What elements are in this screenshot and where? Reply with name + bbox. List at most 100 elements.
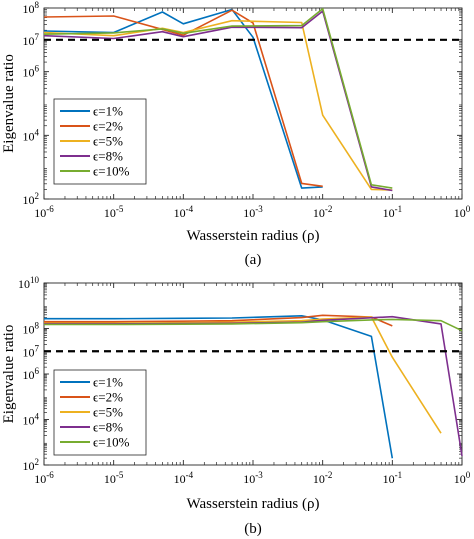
legend: ϵ=1%ϵ=2%ϵ=5%ϵ=8%ϵ=10% bbox=[53, 369, 147, 456]
y-tick-label-base: 10 bbox=[23, 323, 35, 337]
subfigure-caption: (a) bbox=[245, 252, 262, 268]
x-tick-label-exponent: -2 bbox=[325, 470, 333, 480]
legend-label: ϵ=8% bbox=[93, 149, 123, 164]
x-tick-label-exponent: -5 bbox=[116, 204, 124, 214]
x-tick-label: 10-3 bbox=[243, 204, 263, 220]
x-tick-label-base: 10 bbox=[104, 472, 116, 486]
x-tick-label-exponent: 0 bbox=[466, 470, 471, 480]
y-tick-label-exponent: 8 bbox=[35, 321, 40, 331]
x-tick-label-base: 10 bbox=[174, 472, 186, 486]
x-minor-ticks bbox=[64, 283, 460, 465]
legend-label: ϵ=2% bbox=[93, 119, 123, 134]
y-tick-label-base: 10 bbox=[23, 459, 35, 473]
x-tick-label: 10-2 bbox=[313, 470, 333, 486]
x-tick-label-exponent: -4 bbox=[186, 470, 194, 480]
x-axis-label: Wasserstein radius (ρ) bbox=[187, 228, 320, 244]
x-tick-label-exponent: 0 bbox=[466, 204, 471, 214]
y-tick-label-base: 10 bbox=[18, 277, 30, 291]
y-tick-label: 104 bbox=[23, 412, 40, 428]
x-tick-label-base: 10 bbox=[243, 472, 255, 486]
x-tick-label: 10-1 bbox=[383, 204, 403, 220]
x-tick-label: 10-5 bbox=[104, 470, 124, 486]
series-line-5 bbox=[44, 318, 463, 332]
subfigure-caption: (b) bbox=[244, 521, 262, 537]
x-tick-label-exponent: -4 bbox=[186, 204, 194, 214]
x-tick-label-base: 10 bbox=[243, 206, 255, 220]
x-tick-label: 10-6 bbox=[34, 204, 54, 220]
y-axis-label: Eigenvalue ratio bbox=[1, 54, 17, 153]
series-line-5 bbox=[43, 7, 393, 189]
x-tick-label: 10-5 bbox=[104, 204, 124, 220]
y-tick-label-base: 10 bbox=[23, 368, 35, 382]
y-tick-label: 102 bbox=[23, 457, 40, 473]
y-tick-label-base: 10 bbox=[23, 193, 35, 207]
x-tick-label: 100 bbox=[454, 470, 471, 486]
x-tick-label: 10-3 bbox=[243, 470, 263, 486]
y-tick-label: 1010 bbox=[18, 275, 40, 291]
chart-a: 10-6 10-5 10-4 10-3 10-2 10-1 1001021041061071… bbox=[1, 0, 471, 268]
x-tick-label: 10-2 bbox=[313, 204, 333, 220]
y-tick-label-exponent: 6 bbox=[35, 366, 40, 376]
y-tick-label-base: 10 bbox=[23, 34, 35, 48]
x-tick-label: 10-4 bbox=[174, 204, 194, 220]
y-tick-label-base: 10 bbox=[23, 345, 35, 359]
x-tick-label-base: 10 bbox=[34, 472, 46, 486]
x-tick-label-exponent: -1 bbox=[395, 470, 403, 480]
x-tick-label-base: 10 bbox=[383, 472, 395, 486]
y-tick-label: 106 bbox=[23, 64, 40, 80]
y-minor-ticks bbox=[44, 9, 462, 190]
series-line-2 bbox=[43, 9, 323, 188]
y-tick-label: 107 bbox=[23, 32, 40, 48]
x-tick-label-exponent: -1 bbox=[395, 204, 403, 214]
y-tick-label-base: 10 bbox=[23, 414, 35, 428]
x-tick-label-base: 10 bbox=[313, 472, 325, 486]
legend-label: ϵ=2% bbox=[93, 390, 123, 405]
legend-label: ϵ=10% bbox=[93, 435, 130, 450]
x-tick-label-exponent: -3 bbox=[255, 470, 263, 480]
y-tick-label-exponent: 6 bbox=[35, 64, 40, 74]
x-tick-label: 10-4 bbox=[174, 470, 194, 486]
y-tick-label-base: 10 bbox=[23, 2, 35, 16]
legend-label: ϵ=5% bbox=[93, 405, 123, 420]
y-tick-label-exponent: 2 bbox=[35, 457, 40, 467]
y-tick-label: 106 bbox=[23, 366, 40, 382]
series-line-1 bbox=[44, 314, 394, 459]
y-tick-label-exponent: 2 bbox=[35, 191, 40, 201]
y-tick-label-exponent: 4 bbox=[35, 412, 40, 422]
x-tick-label-exponent: -6 bbox=[46, 470, 54, 480]
y-tick-label: 108 bbox=[23, 321, 40, 337]
y-axis-label: Eigenvalue ratio bbox=[1, 325, 17, 424]
legend-label: ϵ=1% bbox=[93, 104, 123, 119]
y-tick-label-exponent: 8 bbox=[35, 0, 40, 10]
x-tick-label-exponent: -5 bbox=[116, 470, 124, 480]
x-tick-label: 10-6 bbox=[34, 470, 54, 486]
x-minor-ticks bbox=[64, 8, 460, 199]
y-tick-label-exponent: 10 bbox=[30, 275, 40, 285]
x-tick-label-base: 10 bbox=[174, 206, 186, 220]
x-tick-label-base: 10 bbox=[34, 206, 46, 220]
y-tick-label-exponent: 7 bbox=[35, 343, 40, 353]
legend-label: ϵ=10% bbox=[93, 164, 130, 179]
x-axis-label: Wasserstein radius (ρ) bbox=[187, 496, 320, 512]
legend-label: ϵ=5% bbox=[93, 134, 123, 149]
chart-b: 10-6 10-5 10-4 10-3 10-2 10-1 1001021041061071… bbox=[1, 275, 471, 537]
y-tick-label: 108 bbox=[23, 0, 40, 16]
x-tick-label-base: 10 bbox=[383, 206, 395, 220]
x-tick-label-base: 10 bbox=[313, 206, 325, 220]
x-tick-label-base: 10 bbox=[454, 472, 466, 486]
x-tick-label: 10-1 bbox=[383, 470, 403, 486]
y-tick-label: 107 bbox=[23, 343, 40, 359]
y-tick-label: 102 bbox=[23, 191, 40, 207]
x-tick-label-exponent: -6 bbox=[46, 204, 54, 214]
y-tick-label-exponent: 7 bbox=[35, 32, 40, 42]
y-tick-label-base: 10 bbox=[23, 129, 35, 143]
y-tick-label: 104 bbox=[23, 127, 40, 143]
x-tick-label-base: 10 bbox=[104, 206, 116, 220]
legend: ϵ=1%ϵ=2%ϵ=5%ϵ=8%ϵ=10% bbox=[53, 98, 147, 185]
series-line-3 bbox=[43, 19, 393, 191]
y-tick-label-base: 10 bbox=[23, 66, 35, 80]
y-tick-label-exponent: 4 bbox=[35, 127, 40, 137]
legend-label: ϵ=8% bbox=[93, 420, 123, 435]
legend-label: ϵ=1% bbox=[93, 375, 123, 390]
